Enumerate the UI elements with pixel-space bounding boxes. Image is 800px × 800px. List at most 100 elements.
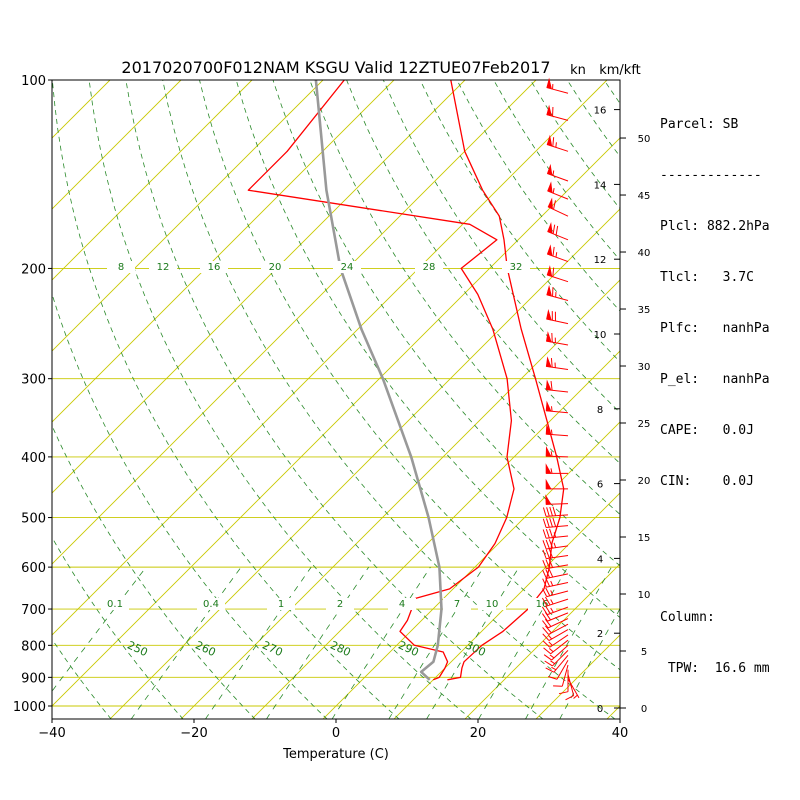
barb-staff bbox=[546, 590, 569, 598]
wind-barb bbox=[543, 639, 569, 655]
dry-adiabat-line bbox=[199, 80, 620, 671]
isotherm-line bbox=[322, 421, 620, 719]
barb-full bbox=[542, 633, 550, 641]
barb-full bbox=[542, 620, 549, 629]
barb-full bbox=[552, 267, 555, 277]
barb-full bbox=[542, 569, 547, 579]
kft-tick-label: 5 bbox=[641, 647, 647, 658]
barb-staff bbox=[546, 564, 569, 570]
mixing-ratio-label-bg bbox=[528, 598, 556, 610]
dry-adiabat-line bbox=[88, 80, 472, 719]
mixing-ratio-line bbox=[525, 566, 612, 719]
isotherm-line bbox=[109, 208, 620, 719]
kft-tick-label: 40 bbox=[638, 248, 651, 259]
x-tick-label: −40 bbox=[38, 726, 65, 741]
kft-tick-label: 35 bbox=[638, 305, 651, 316]
barb-full bbox=[545, 577, 551, 587]
barb-half bbox=[548, 641, 553, 646]
mixing-ratio-label: 8 bbox=[118, 262, 124, 273]
wind-barb bbox=[542, 558, 569, 570]
barb-full bbox=[543, 647, 551, 655]
wind-barb bbox=[546, 284, 569, 301]
wind-barbs bbox=[541, 77, 580, 701]
barb-half bbox=[552, 170, 555, 176]
parcel-info-line: Plfc: nanhPa bbox=[660, 321, 770, 336]
barb-flag bbox=[546, 244, 553, 257]
barb-flag bbox=[545, 424, 552, 435]
barb-staff bbox=[546, 555, 569, 560]
mixing-ratio-label: 16 bbox=[208, 262, 221, 273]
barb-flag bbox=[546, 77, 552, 90]
km-tick-label: 16 bbox=[594, 106, 607, 117]
barb-full bbox=[545, 529, 550, 539]
barb-full bbox=[552, 506, 557, 516]
barb-flag bbox=[545, 400, 552, 412]
y-tick-label: 700 bbox=[21, 603, 46, 618]
barb-staff bbox=[549, 634, 569, 648]
barb-full bbox=[542, 540, 547, 550]
kft-tick-label: 50 bbox=[638, 134, 651, 145]
mixing-ratio-label-bg bbox=[149, 261, 177, 273]
mixing-ratio-label: 2 bbox=[337, 599, 343, 610]
barb-full bbox=[545, 596, 551, 606]
x-axis-label: Temperature (C) bbox=[282, 747, 389, 762]
mixing-ratio-label: 12 bbox=[157, 262, 170, 273]
mixing-ratio-label: 0.1 bbox=[107, 599, 123, 610]
parcel-info-line: P_el: nanhPa bbox=[660, 372, 770, 387]
barb-full bbox=[553, 200, 556, 210]
mixing-ratio-label: 28 bbox=[423, 262, 436, 273]
km-tick-label: 12 bbox=[594, 255, 607, 266]
kft-tick-label: 30 bbox=[638, 362, 651, 373]
wind-barb bbox=[545, 424, 569, 437]
barb-flag bbox=[545, 445, 552, 457]
barb-full bbox=[545, 549, 550, 559]
isotherm-line bbox=[180, 279, 620, 719]
barb-half bbox=[555, 142, 557, 148]
height-units-label: km/kft bbox=[599, 63, 641, 78]
kft-tick-label: 15 bbox=[638, 533, 651, 544]
barb-full bbox=[542, 559, 547, 569]
barb-half bbox=[547, 634, 553, 640]
wind-barb bbox=[542, 528, 569, 539]
wind-barb bbox=[542, 634, 569, 648]
chart-title: 2017020700F012NAM KSGU Valid 12ZTUE07Feb… bbox=[121, 58, 550, 77]
wind-barb bbox=[545, 379, 569, 393]
y-tick-label: 200 bbox=[21, 262, 46, 277]
wind-barb bbox=[542, 568, 569, 579]
parcel-info-line: Plcl: 882.2hPa bbox=[660, 219, 770, 234]
barb-half bbox=[550, 468, 553, 474]
mixing-ratio-label: 10 bbox=[486, 599, 499, 610]
y-tick-label: 900 bbox=[21, 671, 46, 686]
mixing-ratio-label-bg bbox=[326, 598, 354, 610]
mixing-ratio-label: 4 bbox=[399, 599, 405, 610]
barb-flag bbox=[545, 478, 552, 490]
wind-barb bbox=[545, 478, 568, 490]
barb-flag bbox=[546, 309, 552, 321]
barb-staff bbox=[548, 629, 569, 642]
kft-tick-label: 20 bbox=[638, 476, 651, 487]
barb-half bbox=[550, 429, 553, 435]
barb-half bbox=[550, 590, 554, 596]
km-tick-label: 8 bbox=[597, 405, 603, 416]
barb-full bbox=[548, 548, 554, 558]
parcel-info-line: Tlcl: 3.7C bbox=[660, 270, 754, 285]
barb-staff bbox=[552, 650, 569, 667]
barb-full bbox=[548, 539, 554, 549]
barb-half bbox=[548, 648, 554, 653]
barb-flag bbox=[546, 284, 552, 297]
wind-barb bbox=[548, 659, 569, 680]
mixing-ratio-line bbox=[388, 566, 484, 719]
wind-barb bbox=[542, 587, 569, 598]
barb-staff bbox=[546, 573, 569, 579]
barb-staff bbox=[567, 674, 575, 696]
mixing-ratio-label: 7 bbox=[454, 599, 460, 610]
column-info-line: Column: bbox=[660, 610, 715, 625]
km-tick-label: 6 bbox=[597, 480, 603, 491]
barb-full bbox=[541, 597, 548, 607]
barb-full bbox=[548, 676, 558, 680]
mixing-ratio-label: 24 bbox=[341, 262, 354, 273]
isotherm-line bbox=[52, 80, 324, 352]
barb-full bbox=[545, 539, 550, 549]
mixing-ratio-label-bg bbox=[261, 261, 289, 273]
